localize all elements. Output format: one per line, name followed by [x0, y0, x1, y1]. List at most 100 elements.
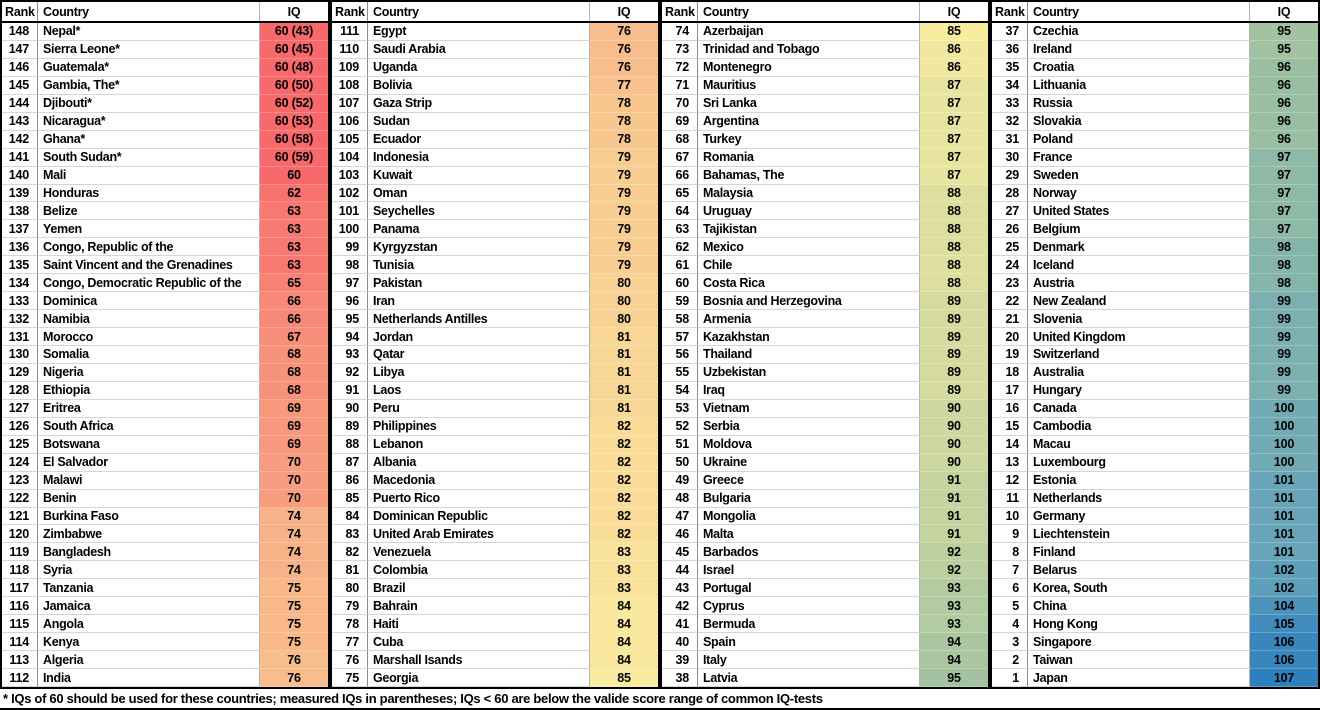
iq-cell: 76 — [260, 669, 328, 687]
rank-cell: 40 — [662, 633, 698, 652]
rank-cell: 20 — [992, 328, 1028, 347]
iq-cell: 60 (48) — [260, 58, 328, 77]
country-cell: Portugal — [698, 579, 920, 598]
iq-cell: 77 — [590, 76, 658, 95]
panel-rows: 111 Egypt 76 110 Saudi Arabia 76 109 Uganda 76 10… — [332, 23, 658, 687]
rank-cell: 86 — [332, 471, 368, 490]
panel-header: Rank Country IQ — [2, 2, 328, 23]
rank-cell: 55 — [662, 363, 698, 382]
iq-cell: 69 — [260, 417, 328, 436]
country-cell: Australia — [1028, 363, 1250, 382]
rank-header: Rank — [2, 2, 38, 21]
rank-header: Rank — [662, 2, 698, 21]
country-cell: Malta — [698, 525, 920, 544]
iq-cell: 69 — [260, 435, 328, 454]
iq-cell: 74 — [260, 543, 328, 562]
rank-cell: 131 — [2, 328, 38, 347]
table-row: 121 Burkina Faso 74 — [2, 507, 328, 526]
table-row: 30 France 97 — [992, 148, 1318, 167]
country-cell: Romania — [698, 148, 920, 167]
panel-header: Rank Country IQ — [662, 2, 988, 23]
iq-cell: 89 — [920, 381, 988, 400]
rank-cell: 43 — [662, 579, 698, 598]
table-row: 12 Estonia 101 — [992, 471, 1318, 490]
rank-cell: 124 — [2, 453, 38, 472]
country-cell: Malaysia — [698, 184, 920, 203]
iq-cell: 74 — [260, 561, 328, 580]
country-cell: Bolivia — [368, 76, 590, 95]
iq-cell: 90 — [920, 453, 988, 472]
table-row: 145 Gambia, The* 60 (50) — [2, 76, 328, 95]
rank-cell: 8 — [992, 543, 1028, 562]
country-cell: Iceland — [1028, 256, 1250, 275]
table-row: 115 Angola 75 — [2, 615, 328, 634]
table-row: 143 Nicaragua* 60 (53) — [2, 112, 328, 131]
country-cell: Peru — [368, 399, 590, 418]
rank-cell: 44 — [662, 561, 698, 580]
country-cell: Uruguay — [698, 202, 920, 221]
country-cell: Albania — [368, 453, 590, 472]
iq-cell: 93 — [920, 579, 988, 598]
rank-cell: 90 — [332, 399, 368, 418]
table-row: 32 Slovakia 96 — [992, 112, 1318, 131]
table-row: 13 Luxembourg 100 — [992, 453, 1318, 472]
iq-cell: 65 — [260, 274, 328, 293]
iq-cell: 63 — [260, 220, 328, 239]
rank-cell: 112 — [2, 669, 38, 687]
table-row: 15 Cambodia 100 — [992, 417, 1318, 436]
table-row: 49 Greece 91 — [662, 471, 988, 490]
iq-cell: 79 — [590, 184, 658, 203]
table-row: 1 Japan 107 — [992, 669, 1318, 687]
rank-cell: 125 — [2, 435, 38, 454]
country-cell: Bahamas, The — [698, 166, 920, 185]
rank-cell: 94 — [332, 328, 368, 347]
iq-header: IQ — [287, 4, 301, 19]
country-cell: Burkina Faso — [38, 507, 260, 526]
iq-cell: 93 — [920, 615, 988, 634]
iq-cell: 90 — [920, 417, 988, 436]
country-cell: Denmark — [1028, 238, 1250, 257]
iq-cell: 60 (53) — [260, 112, 328, 131]
iq-cell: 94 — [920, 651, 988, 670]
iq-cell: 81 — [590, 399, 658, 418]
country-cell: Morocco — [38, 328, 260, 347]
rank-cell: 69 — [662, 112, 698, 131]
country-cell: Belarus — [1028, 561, 1250, 580]
rank-cell: 24 — [992, 256, 1028, 275]
country-cell: Belgium — [1028, 220, 1250, 239]
rank-cell: 139 — [2, 184, 38, 203]
table-row: 120 Zimbabwe 74 — [2, 525, 328, 544]
table-row: 126 South Africa 69 — [2, 417, 328, 436]
iq-cell: 82 — [590, 471, 658, 490]
rank-cell: 12 — [992, 471, 1028, 490]
country-cell: Thailand — [698, 346, 920, 364]
iq-cell: 86 — [920, 40, 988, 59]
rank-cell: 11 — [992, 489, 1028, 508]
iq-cell: 102 — [1250, 579, 1318, 598]
iq-cell: 75 — [260, 579, 328, 598]
country-cell: Tanzania — [38, 579, 260, 598]
country-cell: Philippines — [368, 417, 590, 436]
country-cell: Venezuela — [368, 543, 590, 562]
iq-cell: 88 — [920, 238, 988, 257]
country-cell: Lithuania — [1028, 76, 1250, 95]
country-cell: Benin — [38, 489, 260, 508]
country-cell: Luxembourg — [1028, 453, 1250, 472]
table-row: 42 Cyprus 93 — [662, 597, 988, 616]
country-cell: Congo, Republic of the — [38, 238, 260, 257]
table-row: 81 Colombia 83 — [332, 561, 658, 580]
rank-cell: 5 — [992, 597, 1028, 616]
rank-cell: 79 — [332, 597, 368, 616]
table-row: 34 Lithuania 96 — [992, 76, 1318, 95]
table-row: 119 Bangladesh 74 — [2, 543, 328, 562]
iq-cell: 100 — [1250, 453, 1318, 472]
rank-cell: 132 — [2, 310, 38, 329]
iq-ranking-table: Rank Country IQ 148 Nepal* 60 (43) 147 Sierr… — [0, 0, 1320, 689]
iq-cell: 81 — [590, 346, 658, 364]
iq-cell: 83 — [590, 561, 658, 580]
rank-cell: 47 — [662, 507, 698, 526]
table-row: 67 Romania 87 — [662, 148, 988, 167]
iq-cell: 100 — [1250, 399, 1318, 418]
iq-cell: 84 — [590, 651, 658, 670]
country-cell: Montenegro — [698, 58, 920, 77]
